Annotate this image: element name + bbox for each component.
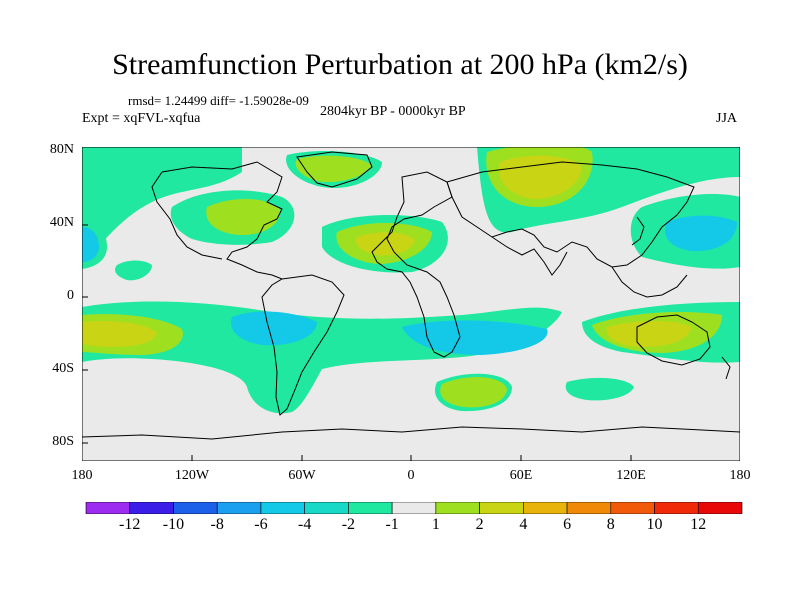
colorbar-swatch [85,502,131,514]
coast-japan [631,216,645,246]
pacific-north-low [664,215,737,252]
colorbar-swatch [391,502,437,514]
south-atlantic-low [402,320,548,355]
colorbar-swatch [610,502,655,514]
lon-label-0: 0 [407,468,415,483]
south-pacific-low [231,311,317,346]
lat-label-80s: 80S [52,434,74,449]
colorbar-swatch [129,502,174,514]
small-cell [115,260,152,281]
coast-north-america-west [151,171,223,260]
asia-high-core [498,155,582,199]
colorbar-swatch [173,502,218,514]
colorbar-swatch [260,502,305,514]
experiment-label: Expt = xqFVL-xqfua [82,111,201,126]
colorbar-swatch [654,502,699,514]
colorbar-label: 6 [563,516,572,533]
greenland-high-core [295,155,372,183]
colorbar [85,502,743,514]
lat-ticks [82,147,88,444]
colorbar-label: -4 [297,516,312,533]
colorbar-label: -8 [210,516,224,533]
lat-label-0: 0 [67,288,74,303]
coast-antarctica [82,426,740,440]
colorbar-swatch [566,502,612,514]
coastlines [82,151,740,440]
colorbar-label: -1 [385,516,399,533]
lat-label-40s: 40S [52,361,74,376]
coast-arabia-india [491,236,568,276]
lon-label-180e: 180 [729,468,751,483]
colorbar-swatch [697,502,743,514]
coast-eurasia [446,161,695,268]
colorbar-label: -12 [119,516,141,533]
chart-title: Streamfunction Perturbation at 200 hPa (… [112,48,688,81]
coast-new-zealand [721,356,731,380]
colorbar-label: 1 [431,516,440,533]
colorbar-label: 10 [646,516,663,533]
colorbar-label: -6 [254,516,268,533]
colorbar-swatch [479,502,524,514]
north-america-high [206,198,281,235]
south-indian-high-core [440,376,507,408]
lon-label-180w: 180 [71,468,93,483]
colorbar-swatch [304,502,349,514]
south-pacific-high-core [82,321,157,347]
season-label: JJA [716,111,738,126]
coast-north-america [161,161,283,280]
colorbar-swatch [216,502,262,514]
lon-label-120w: 120W [174,468,210,483]
colorbar-label: 8 [606,516,615,533]
southern-cell [565,377,634,401]
lon-label-60e: 60E [509,468,533,483]
atlantic-high-core [355,232,415,256]
colorbar-label: 4 [519,516,528,533]
colorbar-label: 12 [690,516,707,533]
lon-label-60w: 60W [288,468,316,483]
coast-southeast-asia [611,266,688,298]
statistics-text: rmsd= 1.24499 diff= -1.59028e-09 [128,93,309,108]
lat-label-80n: 80N [49,142,74,157]
colorbar-label: -2 [341,516,356,533]
coast-greenland [296,151,373,188]
coast-europe-africa [371,171,461,358]
west-pacific-low [82,227,99,262]
streamfunction-map [82,147,740,461]
lat-label-40n: 40N [49,215,74,230]
arctic-positive-band [82,147,242,267]
colorbar-label: 2 [475,516,484,533]
coast-south-america [261,274,345,416]
lon-ticks [191,455,632,461]
colorbar-swatch [435,502,480,514]
colorbar-label: -10 [162,516,185,533]
lon-label-120e: 120E [616,468,646,483]
colorbar-swatch [348,502,393,514]
period-label: 2804kyr BP - 0000kyr BP [320,104,466,119]
australia-high-core [606,321,692,347]
coast-australia [636,314,711,366]
colorbar-swatch [523,502,568,514]
